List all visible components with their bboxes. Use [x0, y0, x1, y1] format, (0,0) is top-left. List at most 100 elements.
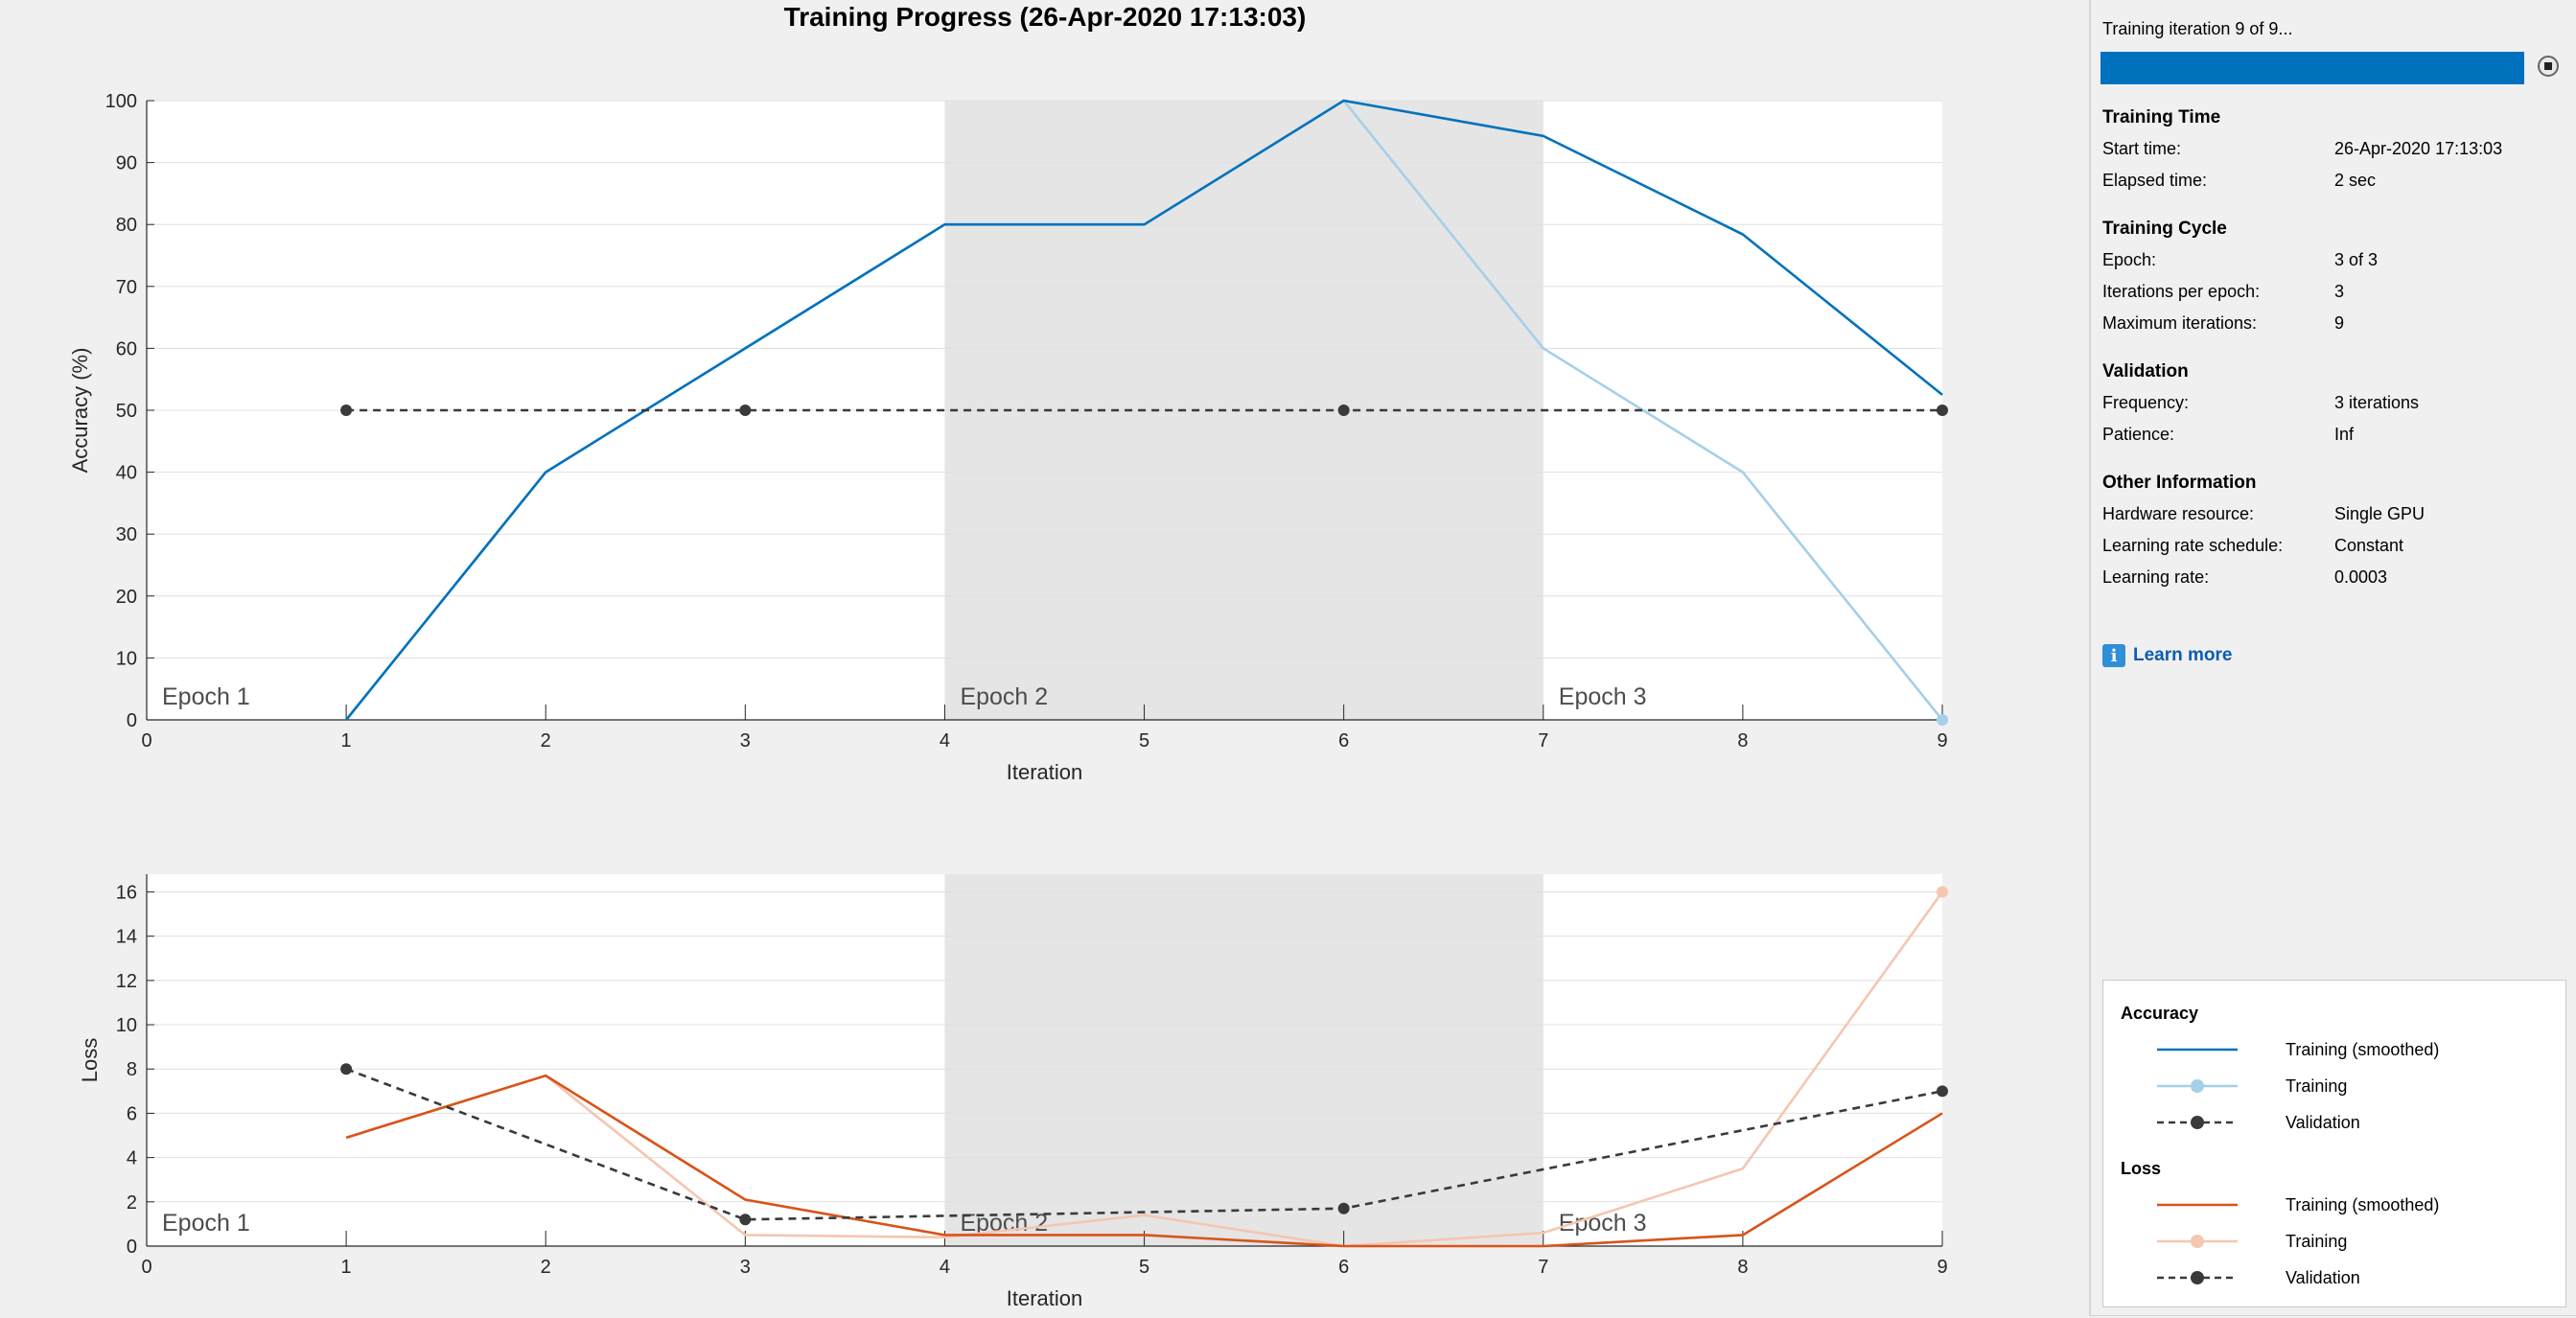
series-line [345, 99, 1943, 721]
y-tick-label: 20 [116, 587, 137, 608]
series-marker [340, 1063, 353, 1075]
legend: Accuracy Training (smoothed) Training Valid… [2102, 980, 2566, 1307]
legend-group-title: Loss [2121, 1159, 2162, 1178]
series-marker [1937, 405, 1948, 416]
epoch-label: Epoch 1 [162, 1210, 250, 1237]
x-tick-label: 9 [1937, 730, 1947, 751]
info-icon: i [2102, 644, 2125, 667]
plot-area: Training Progress (26-Apr-2020 17:13:03)… [68, 2, 1948, 1310]
y-tick-label: 70 [116, 277, 137, 298]
training-info-panel: Training iteration 9 of 9... Training Ti… [2089, 0, 2576, 1316]
epoch-label: Epoch 3 [1559, 683, 1647, 710]
info-label: Maximum iterations: [2102, 313, 2258, 333]
legend-entry: Training [2121, 1230, 2542, 1253]
y-tick-label: 14 [116, 927, 137, 948]
series-line [345, 1068, 1943, 1221]
epoch-label: Epoch 1 [162, 683, 250, 710]
y-tick-label: 0 [127, 710, 137, 731]
legend-marker [2191, 1235, 2204, 1248]
y-tick-label: 2 [127, 1192, 137, 1214]
progress-text: Training iteration 9 of 9... [2102, 19, 2293, 38]
x-tick-label: 4 [940, 1257, 950, 1278]
info-value: Constant [2334, 536, 2404, 555]
info-value: 3 of 3 [2334, 250, 2379, 269]
figure-title: Training Progress (26-Apr-2020 17:13:03) [783, 2, 1307, 32]
series-marker [1937, 714, 1948, 726]
section-heading: Validation [2102, 361, 2189, 382]
y-tick-label: 4 [127, 1148, 137, 1169]
accuracy-chart: 0 10 20 30 40 50 60 70 80 90 100 0 1 2 3 4 5 6 7 8 9 Iteratio… [68, 91, 1948, 784]
y-tick-label: 10 [116, 1015, 137, 1036]
epoch-shade [944, 874, 1543, 1246]
info-label: Start time: [2102, 139, 2182, 158]
legend-marker [2191, 1116, 2204, 1129]
legend-label: Training (smoothed) [2286, 1040, 2440, 1059]
y-tick-label: 8 [127, 1059, 137, 1080]
legend-label: Validation [2286, 1268, 2360, 1287]
x-tick-label: 1 [341, 1257, 352, 1278]
legend-swatch [2157, 1048, 2238, 1052]
y-tick-label: 0 [127, 1237, 137, 1258]
x-tick-label: 8 [1737, 1257, 1748, 1278]
series-line [345, 890, 1944, 1248]
x-axis-label: Iteration [1007, 1286, 1083, 1310]
x-tick-label: 2 [541, 730, 551, 751]
legend-entry: Training [2121, 1075, 2542, 1098]
learn-more-link[interactable]: i Learn more [2102, 644, 2232, 667]
info-value: 3 iterations [2334, 393, 2420, 412]
progress-bar [2100, 52, 2524, 84]
x-tick-label: 7 [1538, 730, 1548, 751]
x-tick-label: 2 [541, 1257, 551, 1278]
info-label: Patience: [2102, 425, 2175, 444]
x-tick-label: 5 [1139, 1257, 1149, 1278]
x-tick-label: 4 [940, 730, 950, 751]
stop-icon[interactable] [2538, 56, 2559, 77]
legend-swatch [2157, 1203, 2238, 1207]
info-label: Frequency: [2102, 393, 2190, 412]
legend-swatch [2157, 1235, 2238, 1248]
y-axis-label: Accuracy (%) [68, 348, 92, 474]
info-label: Iterations per epoch: [2102, 282, 2261, 301]
series-marker [1337, 405, 1350, 416]
legend-label: Validation [2286, 1113, 2360, 1132]
y-tick-label: 10 [116, 648, 137, 669]
legend-group-title: Accuracy [2121, 1004, 2199, 1023]
section-heading: Training Cycle [2102, 219, 2227, 239]
series-line [345, 1074, 1943, 1248]
legend-label: Training [2286, 1232, 2348, 1251]
x-tick-label: 5 [1139, 730, 1149, 751]
epoch-label: Epoch 2 [960, 683, 1048, 710]
x-tick-label: 1 [341, 730, 352, 751]
info-value: 2 sec [2334, 171, 2377, 190]
legend-swatch [2157, 1116, 2238, 1129]
info-label: Hardware resource: [2102, 504, 2255, 523]
legend-entry: Validation [2121, 1266, 2542, 1289]
progress-bar-fill [2100, 52, 2524, 84]
y-tick-label: 80 [116, 215, 137, 236]
legend-swatch [2157, 1271, 2238, 1284]
legend-marker [2191, 1079, 2204, 1093]
x-tick-label: 7 [1538, 1257, 1548, 1278]
x-tick-label: 3 [740, 730, 751, 751]
series-marker [739, 405, 752, 416]
info-label: Learning rate schedule: [2102, 536, 2284, 555]
section-heading: Other Information [2102, 473, 2257, 493]
info-value: Inf [2334, 425, 2355, 444]
series-marker [340, 405, 353, 416]
section-heading: Training Time [2102, 107, 2221, 127]
y-tick-label: 16 [116, 882, 137, 903]
info-label: Elapsed time: [2102, 171, 2208, 190]
x-axis-label: Iteration [1007, 760, 1083, 784]
legend-swatch [2157, 1079, 2238, 1093]
info-value: 26-Apr-2020 17:13:03 [2334, 139, 2503, 158]
series-marker [1937, 1085, 1948, 1098]
y-tick-label: 50 [116, 401, 137, 422]
x-tick-label: 9 [1937, 1257, 1947, 1278]
series-marker [1937, 886, 1948, 898]
x-tick-label: 6 [1338, 730, 1349, 751]
learn-more-label[interactable]: Learn more [2133, 645, 2233, 665]
y-tick-label: 12 [116, 971, 137, 992]
x-tick-label: 8 [1737, 730, 1748, 751]
info-value: 9 [2334, 313, 2345, 333]
